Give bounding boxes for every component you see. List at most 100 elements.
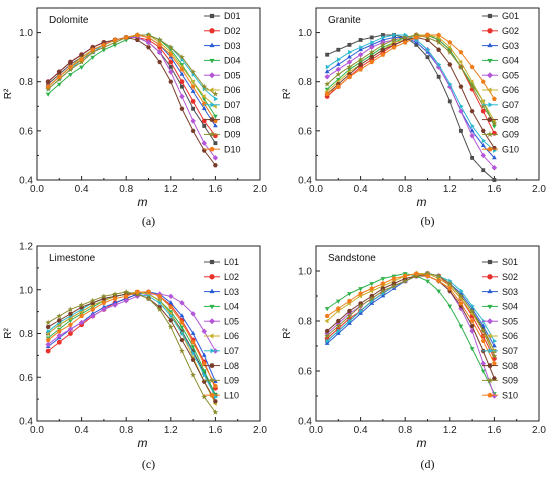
data-point-g10 xyxy=(458,49,464,55)
data-point-d06 xyxy=(201,94,206,99)
data-point-g04 xyxy=(347,68,352,73)
data-point-g05 xyxy=(491,164,498,171)
data-point-g07 xyxy=(348,49,353,55)
series-line-l09 xyxy=(47,291,216,413)
data-point-g09 xyxy=(413,31,420,38)
data-point-s09 xyxy=(335,322,342,329)
data-point-l07 xyxy=(158,300,163,306)
data-point-g04 xyxy=(335,77,341,82)
legend-label-l02: L02 xyxy=(224,272,239,282)
data-point-l02 xyxy=(68,331,73,336)
series-line-g09 xyxy=(326,34,495,124)
legend-label-g08: G08 xyxy=(502,115,519,125)
data-point-s09 xyxy=(446,280,453,286)
data-point-g08 xyxy=(458,84,464,89)
x-tick-label: 0.0 xyxy=(309,425,323,436)
data-point-g10 xyxy=(347,74,352,79)
series-line-s09 xyxy=(326,272,495,357)
data-point-g09 xyxy=(480,103,487,109)
data-point-s03 xyxy=(335,330,341,335)
data-point-s10 xyxy=(402,273,408,279)
data-point-s10 xyxy=(492,360,497,366)
data-point-d09 xyxy=(212,90,219,97)
data-point-s10 xyxy=(380,280,386,286)
data-point-d10 xyxy=(168,52,174,57)
data-point-l04 xyxy=(179,325,185,330)
data-point-l03 xyxy=(101,304,107,309)
data-point-s07 xyxy=(493,338,498,344)
data-point-l10 xyxy=(90,306,96,312)
data-point-g07 xyxy=(336,57,342,62)
data-point-s09 xyxy=(368,295,375,301)
data-point-l04 xyxy=(201,369,207,374)
x-tick-label: 0.0 xyxy=(30,184,44,195)
y-tick-label: 0.4 xyxy=(19,417,33,428)
x-tick-label: 2.0 xyxy=(253,425,267,436)
data-point-g07 xyxy=(448,81,453,87)
series-line-g04 xyxy=(326,34,495,127)
data-point-d01 xyxy=(202,124,207,128)
legend-marker-l01 xyxy=(209,259,215,265)
legend-marker-l09 xyxy=(208,377,216,384)
data-point-l10 xyxy=(179,320,185,325)
data-point-l03 xyxy=(112,300,118,305)
data-point-g03 xyxy=(358,47,363,52)
data-point-g01 xyxy=(481,168,486,173)
data-point-d04 xyxy=(90,55,96,60)
data-point-g09 xyxy=(469,83,475,90)
data-point-d09 xyxy=(56,76,63,82)
data-point-s03 xyxy=(380,293,386,298)
data-point-g10 xyxy=(358,66,363,72)
data-point-d03 xyxy=(213,123,218,128)
y-tick-label: 1.2 xyxy=(19,242,33,253)
data-point-l05 xyxy=(56,332,63,339)
x-tick-label: 0.4 xyxy=(75,425,89,436)
data-point-g06 xyxy=(447,44,452,50)
data-point-s03 xyxy=(347,320,352,325)
data-point-g05 xyxy=(435,64,442,70)
data-point-l07 xyxy=(191,350,196,356)
legend-label-g02: G02 xyxy=(502,26,519,36)
data-point-g01 xyxy=(358,38,363,42)
data-point-s03 xyxy=(458,290,464,295)
data-point-l03 xyxy=(179,313,185,318)
data-point-l10 xyxy=(134,289,140,294)
series-line-l02 xyxy=(47,291,216,389)
data-point-s07 xyxy=(359,308,364,314)
data-point-s10 xyxy=(480,338,486,344)
data-point-d09 xyxy=(145,31,152,38)
data-point-s09 xyxy=(413,272,420,279)
data-point-d08 xyxy=(146,45,151,50)
data-point-d09 xyxy=(67,66,74,72)
data-point-l05 xyxy=(190,311,196,317)
legend-marker-g07 xyxy=(488,102,493,108)
data-point-l09 xyxy=(45,319,52,326)
legend-label-d03: D03 xyxy=(224,41,241,51)
data-point-s08 xyxy=(335,318,341,324)
data-point-g06 xyxy=(480,99,485,104)
legend-label-s01: S01 xyxy=(502,257,518,267)
series-line-g02 xyxy=(326,34,495,134)
legend-label-g04: G04 xyxy=(502,56,519,66)
legend-marker-s06 xyxy=(487,333,492,339)
legend-label-s10: S10 xyxy=(502,390,518,400)
y-tick-label: 0.4 xyxy=(19,176,33,187)
data-point-s09 xyxy=(391,282,397,289)
x-tick-label: 0.4 xyxy=(75,184,89,195)
data-point-d10 xyxy=(179,66,185,72)
y-tick-label: 1.0 xyxy=(298,28,312,39)
data-point-l08 xyxy=(168,318,174,323)
data-point-s10 xyxy=(425,273,430,279)
y-tick-label: 0.8 xyxy=(298,317,312,328)
legend-label-s07: S07 xyxy=(502,346,518,356)
data-point-d05 xyxy=(145,39,152,46)
y-tick-label: 0.6 xyxy=(19,126,33,137)
data-point-s08 xyxy=(347,308,352,314)
legend-label-g09: G09 xyxy=(502,130,519,140)
data-point-l09 xyxy=(167,323,174,330)
series-line-g06 xyxy=(326,34,495,122)
data-point-s04 xyxy=(425,279,430,284)
data-point-l10 xyxy=(123,293,129,299)
data-point-s03 xyxy=(369,300,375,305)
legend-marker-g04 xyxy=(487,58,493,64)
